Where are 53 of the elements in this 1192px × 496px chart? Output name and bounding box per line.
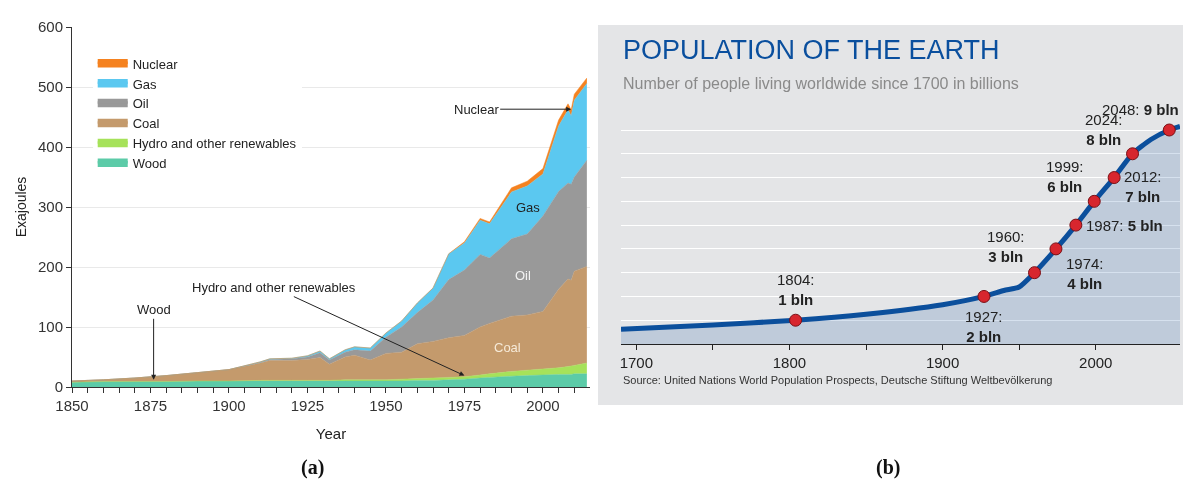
point — [977, 289, 991, 303]
point — [1107, 171, 1121, 185]
x-tick-label: 1975 — [447, 397, 482, 415]
x-tick-label: 1900 — [212, 397, 246, 415]
legend-label: Coal — [132, 116, 160, 132]
y-axis-title: Exajoules — [12, 176, 29, 238]
legend-label: Hydro and other renewables — [132, 136, 297, 152]
y-tick-label: 400 — [37, 138, 63, 156]
legend-label: Gas — [132, 76, 158, 92]
y-tick-label: 300 — [37, 198, 63, 216]
x-tick-label: 1850 — [55, 397, 89, 415]
x-tick-label: 1800 — [772, 354, 807, 372]
source-note: Source: United Nations World Population Prospects, Deutsche Stiftung Weltbevölkerung — [623, 374, 1053, 386]
annotation: Wood — [137, 302, 171, 317]
point — [1028, 266, 1042, 280]
data-label: 1960: 3 bln — [987, 228, 1025, 265]
x-tick-label: 1700 — [619, 354, 654, 372]
point — [789, 313, 803, 327]
point — [1162, 123, 1176, 137]
data-label: 1987: 5 bln — [1086, 217, 1163, 234]
legend-label: Oil — [132, 96, 149, 112]
y-tick-label: 500 — [37, 78, 63, 96]
annotation: Hydro and other renewables — [192, 280, 356, 295]
y-tick-label: 0 — [54, 378, 63, 396]
x-tick-label: 2000 — [526, 397, 560, 415]
chart-subtitle: Number of people living worldwide since 1700 in billions — [623, 75, 1019, 92]
point — [1069, 218, 1083, 232]
point — [1126, 147, 1140, 161]
chart-title: POPULATION OF THE EARTH — [623, 35, 1000, 65]
annotation: Coal — [494, 340, 521, 355]
x-axis-title: Year — [315, 425, 347, 443]
data-label: 1804: 1 bln — [777, 271, 815, 308]
point — [1087, 194, 1101, 208]
y-tick-label: 600 — [37, 18, 63, 36]
legend-label: Nuclear — [132, 56, 179, 72]
point — [1049, 242, 1063, 256]
x-tick-label: 1950 — [369, 397, 403, 415]
text: (a) — [301, 456, 325, 479]
data-label: 1927: 2 bln — [965, 308, 1003, 345]
y-tick-label: 100 — [37, 318, 63, 336]
y-tick-label: 200 — [37, 258, 63, 276]
x-tick-label: 1925 — [290, 397, 325, 415]
data-label: 1999: 6 bln — [1046, 158, 1084, 195]
x-tick-label: 2000 — [1079, 354, 1113, 372]
annotation: Oil — [515, 268, 531, 283]
text: (b) — [876, 456, 901, 479]
annotation: Gas — [516, 200, 541, 215]
data-label: 2012: 7 bln — [1124, 168, 1162, 205]
data-label: 1974: 4 bln — [1066, 255, 1104, 292]
x-tick-label: 1900 — [925, 354, 960, 372]
x-tick-label: 1875 — [133, 397, 168, 415]
annotation: Nuclear — [454, 102, 500, 117]
legend-label: Wood — [132, 156, 167, 172]
